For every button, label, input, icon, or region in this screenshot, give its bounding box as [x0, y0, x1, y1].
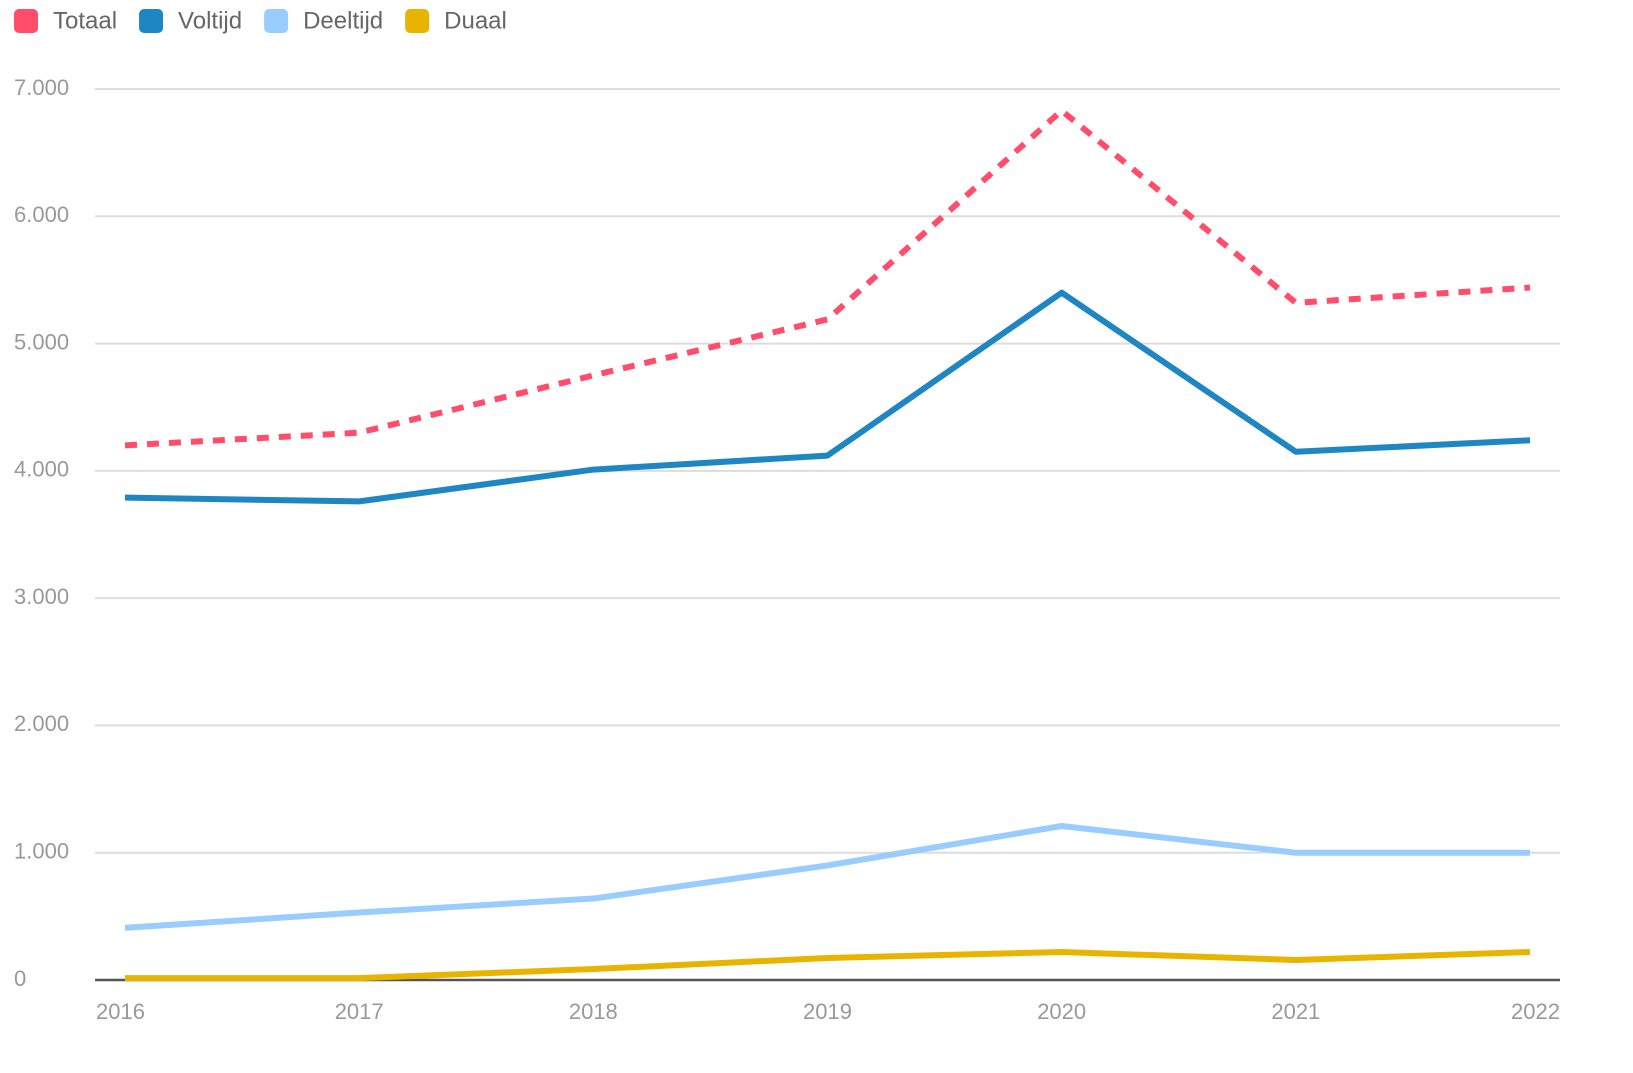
line-series	[125, 948, 1531, 982]
x-tick-label: 2021	[1271, 999, 1320, 1024]
legend-swatch	[264, 9, 289, 33]
legend-label: Voltijd	[178, 7, 242, 34]
y-tick-label: 1.000	[14, 839, 69, 864]
x-tick-label: 2016	[96, 999, 145, 1024]
legend-swatch	[14, 9, 38, 33]
legend-label: Deeltijd	[303, 7, 383, 34]
x-tick-label: 2018	[569, 999, 618, 1024]
line-series	[124, 289, 1531, 505]
y-tick-label: 4.000	[14, 457, 69, 482]
legend-swatch	[405, 9, 430, 33]
y-tick-label: 6.000	[14, 202, 69, 227]
line-series	[124, 822, 1530, 931]
y-tick-label: 0	[14, 966, 26, 991]
y-tick-label: 7.000	[14, 75, 69, 100]
x-tick-label: 2022	[1511, 999, 1560, 1024]
x-tick-label: 2017	[335, 999, 384, 1024]
y-tick-label: 2.000	[14, 711, 69, 736]
line-series	[124, 107, 1531, 449]
legend-label: Totaal	[53, 7, 117, 34]
legend-label: Duaal	[444, 7, 507, 34]
y-tick-label: 5.000	[14, 329, 69, 354]
x-tick-label: 2020	[1037, 999, 1086, 1024]
x-tick-label: 2019	[803, 999, 852, 1024]
y-tick-label: 3.000	[14, 584, 69, 609]
legend-swatch	[139, 9, 164, 33]
